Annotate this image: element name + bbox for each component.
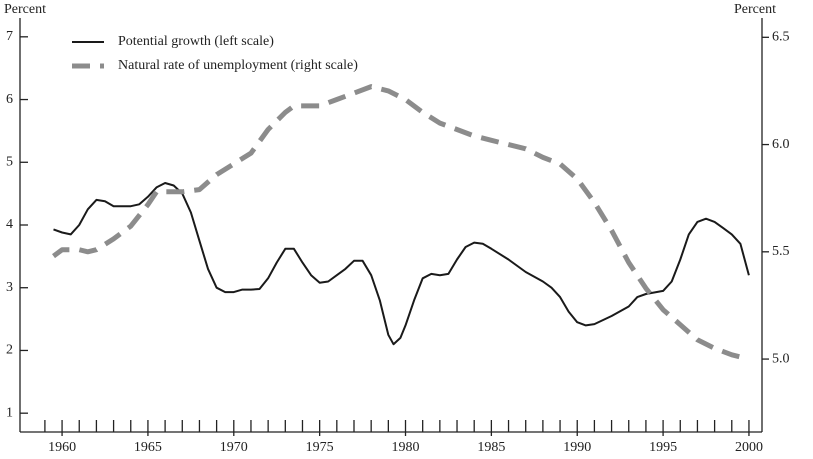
y2-tick-label: 5.0 [772,351,790,366]
x-tick-label: 1960 [48,440,76,455]
series-line [53,182,750,346]
y-tick-label: 7 [6,29,13,44]
y2-tick-label: 6.0 [772,137,790,152]
y2-axis-label: Percent [734,2,776,17]
x-tick-label: 1990 [563,440,591,455]
x-tick-label: 2000 [735,440,763,455]
y-tick-label: 5 [6,154,13,169]
y-tick-label: 1 [6,405,13,420]
x-tick-label: 1995 [649,440,677,455]
y-axis-label: Percent [4,2,46,17]
x-tick-label: 1970 [220,440,248,455]
y2-tick-label: 5.5 [772,244,790,259]
x-tick-label: 1980 [392,440,420,455]
x-tick-label: 1975 [306,440,334,455]
y-tick-label: 6 [6,92,13,107]
y-tick-label: 4 [6,217,13,232]
legend-label: Potential growth (left scale) [118,34,274,49]
series-line [52,84,750,362]
x-tick-label: 1985 [477,440,505,455]
x-tick-label: 1965 [134,440,162,455]
legend-label: Natural rate of unemployment (right scal… [118,58,358,73]
y2-tick-label: 6.5 [772,30,790,45]
y-tick-label: 3 [6,280,13,295]
y-tick-label: 2 [6,343,13,358]
